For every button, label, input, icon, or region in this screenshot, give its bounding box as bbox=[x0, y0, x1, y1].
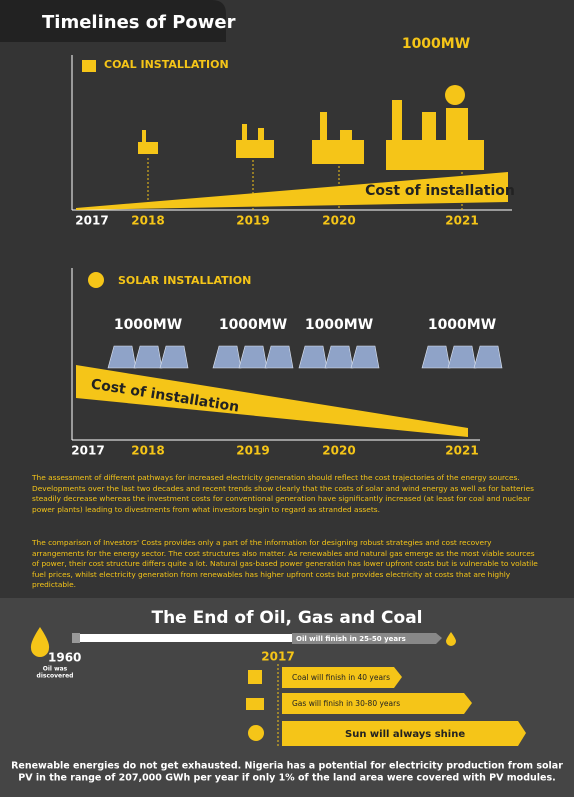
gas-arrow bbox=[282, 693, 472, 714]
solar-panel bbox=[238, 345, 268, 369]
paragraph: The assessment of different pathways for… bbox=[32, 473, 535, 514]
coal-cost-label: Cost of installation bbox=[365, 183, 515, 199]
paragraph: The comparison of Investors' Costs provi… bbox=[32, 538, 538, 589]
solar-panel bbox=[324, 345, 354, 369]
year-label: 2018 bbox=[131, 444, 164, 458]
solar-panel bbox=[133, 345, 163, 369]
coal-capacity: 1000MW bbox=[402, 36, 470, 52]
year-guides bbox=[147, 158, 463, 210]
solar-capacity: 1000MW bbox=[114, 317, 182, 333]
sun-icon bbox=[88, 272, 104, 288]
title-box bbox=[0, 0, 226, 42]
solar-panel bbox=[107, 345, 137, 369]
year-label: 2018 bbox=[131, 214, 164, 228]
year-label: 2021 bbox=[445, 444, 478, 458]
sun-arrow bbox=[282, 721, 526, 746]
solar-panel bbox=[350, 345, 380, 369]
coal-label: COAL INSTALLATION bbox=[104, 58, 229, 71]
oil-drop bbox=[30, 627, 50, 657]
solar-label: SOLAR INSTALLATION bbox=[118, 274, 251, 287]
solar-panel bbox=[212, 345, 242, 369]
solar-capacity: 1000MW bbox=[428, 317, 496, 333]
start-note: Oil was bbox=[43, 666, 68, 673]
start-note: discovered bbox=[37, 673, 74, 680]
oil-bar bbox=[80, 634, 292, 642]
solar-panel bbox=[264, 345, 294, 369]
coal-plants bbox=[138, 85, 484, 170]
gas-end: Gas will finish in 30-80 years bbox=[292, 699, 400, 708]
footer: Renewable energies do not get exhausted.… bbox=[11, 761, 563, 772]
bar-start bbox=[72, 633, 80, 643]
end-title: The End of Oil, Gas and Coal bbox=[151, 608, 422, 628]
coal-icon bbox=[82, 60, 96, 72]
cost-wedge bbox=[76, 365, 468, 437]
year-label: 2020 bbox=[322, 444, 355, 458]
oil-arrow bbox=[292, 633, 442, 644]
solar-panel bbox=[421, 345, 451, 369]
now-year: 2017 bbox=[261, 650, 294, 664]
year-label: 2020 bbox=[322, 214, 355, 228]
solar-panel bbox=[447, 345, 477, 369]
year-label: 2021 bbox=[445, 214, 478, 228]
solar-capacity: 1000MW bbox=[305, 317, 373, 333]
title: Timelines of Power bbox=[42, 12, 236, 33]
end-icons bbox=[246, 670, 264, 741]
solar-panel bbox=[159, 345, 189, 369]
cost-wedge bbox=[76, 172, 508, 210]
solar-capacity: 1000MW bbox=[219, 317, 287, 333]
coal-arrow bbox=[282, 667, 402, 688]
solar-panel bbox=[298, 345, 328, 369]
year-label: 2017 bbox=[75, 214, 108, 228]
footer: PV in the range of 207,000 GWh per year … bbox=[18, 773, 555, 784]
coal-end: Coal will finish in 40 years bbox=[292, 673, 390, 682]
solar-panel bbox=[473, 345, 503, 369]
year-label: 2019 bbox=[236, 214, 269, 228]
oil-label: Oil will finish in 25-50 years bbox=[296, 635, 406, 643]
year-label: 2017 bbox=[71, 444, 104, 458]
oil-drop-small bbox=[446, 632, 456, 646]
start-year: 1960 bbox=[48, 651, 81, 665]
year-label: 2019 bbox=[236, 444, 269, 458]
sun-end: Sun will always shine bbox=[345, 729, 465, 740]
